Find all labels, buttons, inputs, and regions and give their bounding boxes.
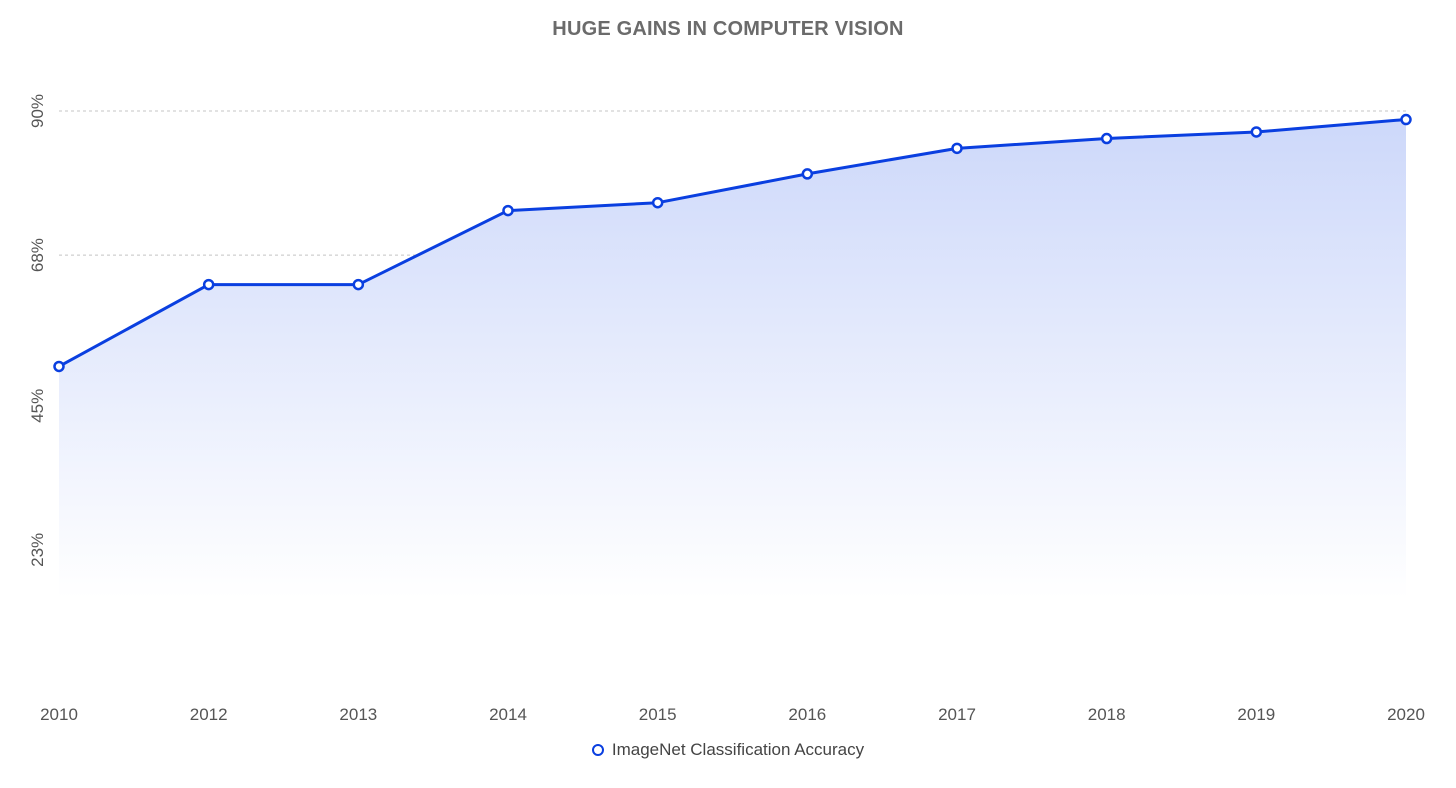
legend-label: ImageNet Classification Accuracy: [611, 740, 865, 759]
x-tick-label: 2015: [639, 705, 677, 724]
x-tick-label: 2017: [938, 705, 976, 724]
series-line: [57, 118, 1408, 368]
x-tick-label: 2010: [40, 705, 78, 724]
y-tick-label: 23%: [28, 533, 47, 567]
y-tick-label: 45%: [28, 389, 47, 423]
x-tick-label: 2019: [1237, 705, 1275, 724]
data-point-2018: [1100, 132, 1113, 145]
data-point-2016: [801, 168, 814, 180]
x-tick-label: 2013: [339, 705, 377, 724]
x-tick-label: 2014: [489, 705, 527, 724]
chart-legend: ImageNet Classification Accuracy: [0, 740, 1456, 760]
data-point-2014: [502, 204, 514, 217]
x-tick-label: 2018: [1088, 705, 1126, 724]
x-tick-label: 2020: [1387, 705, 1425, 724]
legend-marker-icon: [591, 744, 604, 756]
data-point-2012: [202, 278, 215, 291]
x-tick-label: 2012: [190, 705, 228, 724]
data-point-2019: [1250, 126, 1263, 138]
x-tick-label: 2016: [788, 705, 826, 724]
data-point-2010: [53, 360, 65, 373]
chart-title: HUGE GAINS IN COMPUTER VISION: [552, 18, 904, 40]
data-point-2017: [951, 142, 963, 155]
data-point-2015: [651, 196, 664, 209]
data-point-2013: [352, 278, 365, 291]
series-area: [59, 119, 1406, 599]
data-point-2020: [1400, 113, 1412, 126]
y-tick-label: 68%: [28, 238, 47, 272]
y-tick-label: 90%: [28, 94, 47, 128]
